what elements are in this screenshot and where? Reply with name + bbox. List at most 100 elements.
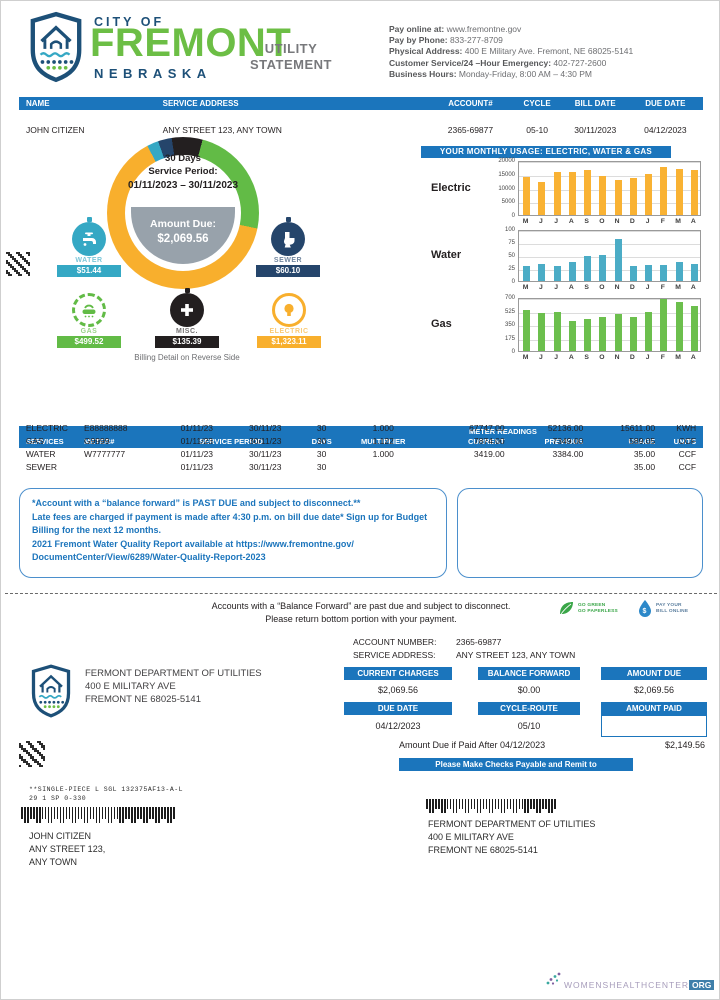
gridline: [519, 270, 700, 271]
notice-line: 2021 Fremont Water Quality Report availa…: [32, 538, 354, 549]
barcode-bar: [533, 799, 536, 810]
pay-header-amount-paid: AMOUNT PAID: [601, 702, 707, 715]
contact-value: www.fremontne.gov: [444, 24, 522, 34]
barcode-bar: [428, 799, 431, 813]
barcode-bar: [113, 807, 116, 819]
qr-cell: [36, 749, 39, 752]
month-label: D: [629, 284, 635, 291]
barcode-bar: [59, 807, 62, 823]
meter-header-services: SERVICES: [25, 437, 64, 446]
barcode-bar: [47, 807, 50, 823]
qr-code-left-edge: [6, 252, 30, 276]
meter-cell: KWH: [676, 423, 697, 433]
meter-cell: CCF: [678, 449, 697, 459]
meter-cell: GAS: [25, 436, 44, 446]
barcode-bar: [476, 799, 479, 813]
qr-cell: [21, 745, 24, 748]
bar-S-4: [584, 256, 592, 281]
barcode-bar: [137, 807, 139, 819]
meter-cell: 30: [316, 423, 327, 433]
service-circle-stem: [86, 217, 92, 222]
donut-days: 30 Days: [165, 153, 201, 164]
usage-chart-water: Water 0 25 50 75 100 M J J A S O N D J F M A: [421, 227, 711, 294]
imb-barcode-recipient: [21, 807, 176, 823]
month-label: J: [645, 218, 650, 225]
account-header-bill-date: BILL DATE: [574, 99, 616, 108]
barcode-bar: [35, 807, 38, 823]
month-label: M: [522, 354, 529, 361]
meter-cell: 30/11/23: [248, 462, 282, 472]
qr-cell: [29, 743, 33, 746]
month-label: F: [660, 218, 665, 225]
barcode-bar: [512, 799, 515, 813]
qr-cell: [43, 765, 45, 767]
bar-J-2: [553, 312, 561, 351]
qr-cell: [38, 741, 41, 744]
month-label: M: [522, 284, 529, 291]
meter-cell: 30: [316, 449, 327, 459]
qr-cell: [14, 270, 16, 272]
meter-readings-group-header: METER READINGS: [468, 427, 537, 436]
plus-icon: [178, 301, 196, 319]
bar-M-10: [675, 301, 683, 351]
month-label: J: [538, 354, 543, 361]
barcode-bar: [116, 807, 119, 819]
barcode-bar: [41, 807, 44, 819]
qr-cell: [32, 745, 35, 748]
qr-cell: [16, 272, 18, 274]
barcode-bar: [497, 799, 500, 810]
account-header-service-address: SERVICE ADDRESS: [162, 99, 239, 108]
month-label: O: [599, 284, 605, 291]
qr-cell: [14, 268, 16, 270]
bar-J-8: [645, 264, 653, 281]
usage-panel-title: YOUR MONTHLY USAGE: ELECTRIC, WATER & GA…: [421, 146, 671, 158]
bar-N-6: [614, 179, 622, 215]
barcode-bar: [443, 799, 446, 813]
bar-O-5: [599, 176, 607, 215]
y-tick-label: 350: [504, 322, 515, 328]
qr-cell: [19, 743, 22, 746]
meter-header-days: DAYS: [311, 437, 332, 446]
qr-cell: [29, 745, 33, 748]
service-circle-electric: [272, 293, 306, 327]
month-label: O: [599, 354, 605, 361]
service-circle-stem: [184, 288, 190, 293]
barcode-bar: [21, 807, 23, 819]
service-circle-misc: [170, 293, 204, 327]
qr-cell: [24, 270, 26, 272]
month-label: N: [614, 354, 620, 361]
service-amount-misc: $135.39: [155, 336, 219, 348]
amount-paid-input[interactable]: [601, 715, 707, 737]
service-amount-sewer: $60.10: [256, 265, 320, 277]
qr-cell: [8, 272, 10, 274]
gridline: [519, 312, 700, 314]
qr-cell: [26, 260, 28, 262]
y-tick-label: 75: [508, 240, 515, 246]
qr-cell: [22, 266, 24, 268]
qr-cell: [20, 274, 22, 276]
amount-due-label: Amount Due:: [150, 218, 216, 230]
qr-cell: [28, 252, 30, 254]
qr-cell: [27, 751, 30, 755]
service-circle-stem: [285, 217, 291, 222]
qr-cell: [6, 260, 8, 262]
qr-cell: [43, 745, 46, 748]
gridline: [519, 189, 700, 191]
table-row: GAS G9999 01/11/23 30/11/23 30 1.122 7874.00 73…: [19, 434, 703, 447]
barcode-bar: [44, 807, 47, 819]
qr-cell: [24, 268, 26, 270]
month-label: A: [690, 218, 696, 225]
y-tick-label: 20000: [498, 158, 515, 164]
barcode-bar: [485, 799, 488, 810]
qr-cell: [25, 741, 28, 744]
qr-cell: [40, 765, 44, 768]
barcode-bar: [119, 807, 122, 823]
service-address-label: SERVICE ADDRESS:: [353, 650, 436, 660]
pay-value-amount-due: $2,069.56: [633, 685, 675, 695]
account-value-name: JOHN CITIZEN: [26, 125, 85, 135]
pay-header-due-date: DUE DATE: [344, 702, 452, 715]
y-tick-label: 175: [504, 335, 515, 342]
barcode-bar: [167, 807, 169, 823]
qr-cell: [27, 762, 30, 766]
y-tick-label: 0: [511, 279, 515, 285]
